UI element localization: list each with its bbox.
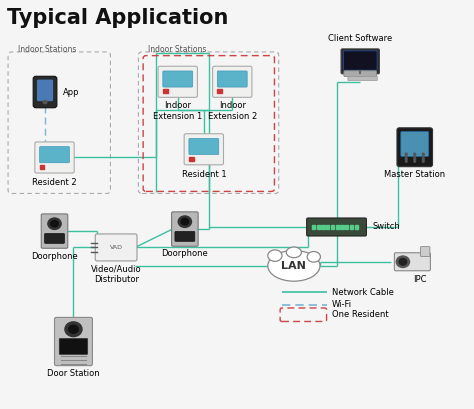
Circle shape [405,160,407,162]
FancyBboxPatch shape [217,71,247,87]
FancyBboxPatch shape [158,66,197,97]
Circle shape [399,258,407,265]
Bar [217,89,222,93]
Bar [345,225,348,229]
Text: Indoor Stations: Indoor Stations [148,45,207,54]
FancyBboxPatch shape [39,147,69,163]
Ellipse shape [268,250,320,281]
Circle shape [414,155,416,157]
Ellipse shape [268,250,282,261]
FancyBboxPatch shape [307,218,366,236]
Circle shape [422,158,424,160]
FancyBboxPatch shape [184,134,224,165]
Text: Video/Audio
Distributor: Video/Audio Distributor [91,265,141,284]
Text: One Resident: One Resident [332,310,388,319]
Text: App: App [63,88,80,97]
FancyBboxPatch shape [45,234,64,243]
Bar [312,225,315,229]
Bar [163,89,168,93]
FancyBboxPatch shape [420,247,430,256]
Bar [350,225,353,229]
Text: Indoor
Extension 1: Indoor Extension 1 [153,101,202,121]
FancyBboxPatch shape [41,214,68,248]
Circle shape [405,158,407,160]
Text: Network Cable: Network Cable [332,288,394,297]
FancyBboxPatch shape [172,212,198,246]
FancyBboxPatch shape [212,66,252,97]
Text: IPC: IPC [413,275,426,284]
Circle shape [405,153,407,155]
Bar [355,225,358,229]
Circle shape [396,256,410,267]
Bar [189,157,194,161]
Circle shape [43,100,47,104]
FancyBboxPatch shape [348,76,377,81]
Text: VAD: VAD [109,245,123,250]
Circle shape [422,153,424,155]
FancyBboxPatch shape [55,317,92,366]
Circle shape [69,325,78,333]
FancyBboxPatch shape [37,80,53,101]
Text: Indoor Stations: Indoor Stations [18,45,76,54]
Text: Indoor
Extension 2: Indoor Extension 2 [208,101,257,121]
FancyBboxPatch shape [59,339,88,354]
FancyBboxPatch shape [175,231,195,241]
Circle shape [414,160,416,162]
FancyBboxPatch shape [394,253,430,271]
Bar [326,225,329,229]
Text: Doorphone: Doorphone [162,249,208,258]
FancyBboxPatch shape [397,128,432,167]
Circle shape [65,322,82,337]
FancyBboxPatch shape [341,49,379,74]
Bar [331,225,334,229]
Text: Switch: Switch [372,222,400,231]
Circle shape [178,216,191,227]
Bar [336,225,339,229]
Text: Wi-Fi: Wi-Fi [332,300,352,309]
FancyBboxPatch shape [33,76,57,108]
FancyBboxPatch shape [35,142,74,173]
Circle shape [48,218,61,229]
Circle shape [51,220,58,227]
Ellipse shape [286,247,301,258]
FancyBboxPatch shape [343,51,377,70]
Text: Client Software: Client Software [328,34,392,43]
Circle shape [414,153,416,155]
FancyBboxPatch shape [344,71,376,76]
Circle shape [422,155,424,157]
Circle shape [414,158,416,160]
Bar [340,225,344,229]
Text: Doorphone: Doorphone [31,252,78,261]
Text: Door Station: Door Station [47,369,100,378]
FancyBboxPatch shape [163,71,192,87]
Circle shape [422,160,424,162]
FancyBboxPatch shape [401,131,429,157]
Circle shape [181,218,189,225]
Ellipse shape [307,252,320,262]
Circle shape [405,155,407,157]
Text: Resident 2: Resident 2 [32,178,77,187]
Bar [321,225,325,229]
FancyBboxPatch shape [95,234,137,261]
FancyBboxPatch shape [189,139,219,155]
Text: LAN: LAN [282,261,306,271]
Text: Typical Application: Typical Application [7,8,228,28]
Bar [40,165,45,169]
Bar [317,225,320,229]
Text: Master Station: Master Station [384,170,445,179]
Text: Resident 1: Resident 1 [182,170,226,179]
